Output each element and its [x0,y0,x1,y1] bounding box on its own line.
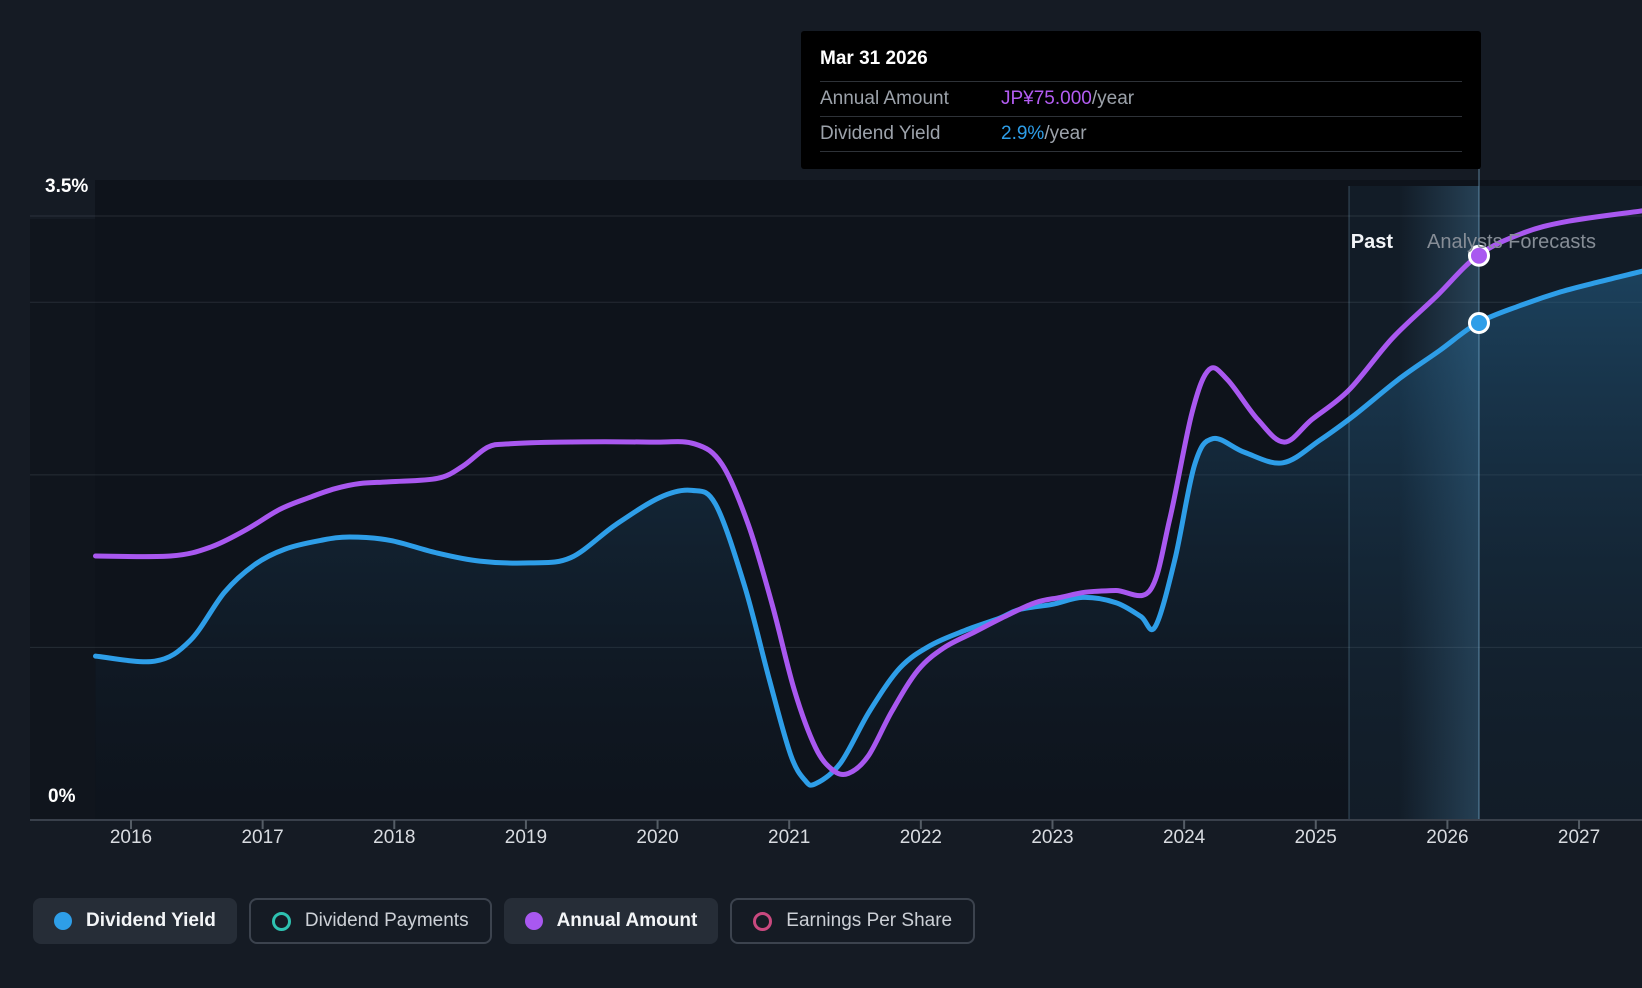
legend-chip-dividend-yield[interactable]: Dividend Yield [33,898,237,944]
tooltip-value-dividend-yield: 2.9% [1001,123,1045,144]
earnings-per-share-ring-icon [753,911,773,931]
x-axis-year-label: 2026 [1426,827,1468,848]
chart-tooltip: Mar 31 2026 Annual Amount JP¥75.000/year … [801,31,1481,169]
x-axis-year-label: 2022 [900,827,942,848]
dividend-yield-dot-icon [54,912,72,930]
x-axis-year-label: 2017 [241,827,283,848]
y-axis-label-zero: 0% [48,786,76,807]
x-axis-year-label: 2023 [1031,827,1073,848]
x-axis-year-label: 2019 [505,827,547,848]
tooltip-date: Mar 31 2026 [820,31,1462,82]
dividend-yield-line [93,268,1642,788]
tooltip-label: Dividend Yield [820,123,941,144]
plot-gutter-background [30,219,95,820]
x-axis-year-label: 2016 [110,827,152,848]
annual-amount-dot-icon [524,912,543,930]
y-axis-label-max: 3.5% [45,176,88,197]
tooltip-row-annual-amount: Annual Amount JP¥75.000/year [820,82,1462,117]
chart-legend: Dividend Yield Dividend Payments Annual … [33,898,976,944]
legend-label: Earnings Per Share [786,910,953,931]
x-axis-year-label: 2027 [1558,827,1600,848]
hover-marker-annual-amount [1467,244,1490,267]
tooltip-label: Annual Amount [820,88,949,109]
legend-chip-annual-amount[interactable]: Annual Amount [503,898,719,944]
x-axis-year-label: 2021 [768,827,810,848]
dividend-yield-area [95,271,1642,820]
annual-amount-line [93,208,1642,777]
x-axis-year-label: 2020 [636,827,678,848]
forecast-region-label: Analysts Forecasts [1427,231,1596,253]
tooltip-value-annual-amount: JP¥75.000 [1001,88,1092,109]
x-axis-year-label: 2025 [1295,827,1337,848]
legend-label: Annual Amount [556,910,698,931]
tooltip-suffix: /year [1091,88,1135,109]
legend-label: Dividend Yield [86,910,216,931]
legend-chip-dividend-payments[interactable]: Dividend Payments [248,898,492,944]
hover-marker-dividend-yield [1467,311,1490,334]
past-region-label: Past [1351,231,1394,253]
x-axis-year-label: 2018 [373,827,415,848]
tooltip-row-dividend-yield: Dividend Yield 2.9%/year [820,117,1462,152]
tooltip-suffix: /year [1044,123,1087,144]
legend-chip-earnings-per-share[interactable]: Earnings Per Share [730,898,976,944]
x-axis-year-label: 2024 [1163,827,1206,848]
dividend-payments-ring-icon [271,911,291,931]
legend-label: Dividend Payments [304,910,469,931]
